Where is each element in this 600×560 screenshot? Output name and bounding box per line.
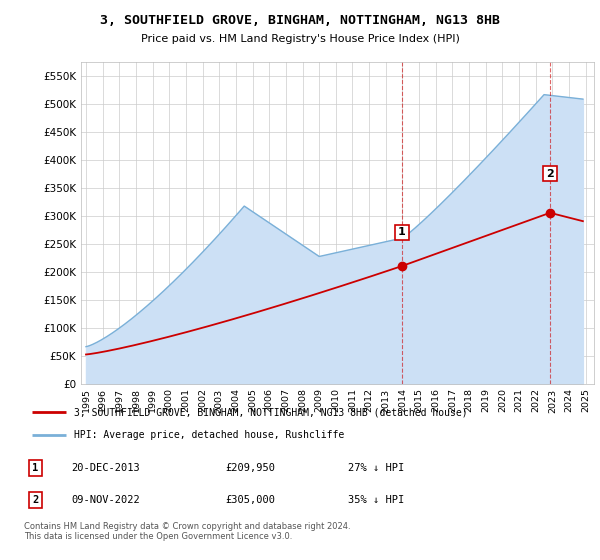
Text: 20-DEC-2013: 20-DEC-2013 bbox=[71, 463, 140, 473]
Text: 2: 2 bbox=[32, 495, 38, 505]
Text: 2: 2 bbox=[546, 169, 554, 179]
Text: £209,950: £209,950 bbox=[225, 463, 275, 473]
Text: 1: 1 bbox=[398, 227, 406, 237]
Text: Price paid vs. HM Land Registry's House Price Index (HPI): Price paid vs. HM Land Registry's House … bbox=[140, 34, 460, 44]
Text: Contains HM Land Registry data © Crown copyright and database right 2024.
This d: Contains HM Land Registry data © Crown c… bbox=[24, 522, 350, 542]
Text: 27% ↓ HPI: 27% ↓ HPI bbox=[347, 463, 404, 473]
Text: 1: 1 bbox=[32, 463, 38, 473]
Text: HPI: Average price, detached house, Rushcliffe: HPI: Average price, detached house, Rush… bbox=[74, 430, 344, 440]
Text: 35% ↓ HPI: 35% ↓ HPI bbox=[347, 495, 404, 505]
Text: 09-NOV-2022: 09-NOV-2022 bbox=[71, 495, 140, 505]
Text: £305,000: £305,000 bbox=[225, 495, 275, 505]
Text: 3, SOUTHFIELD GROVE, BINGHAM, NOTTINGHAM, NG13 8HB (detached house): 3, SOUTHFIELD GROVE, BINGHAM, NOTTINGHAM… bbox=[74, 407, 468, 417]
Text: 3, SOUTHFIELD GROVE, BINGHAM, NOTTINGHAM, NG13 8HB: 3, SOUTHFIELD GROVE, BINGHAM, NOTTINGHAM… bbox=[100, 14, 500, 27]
